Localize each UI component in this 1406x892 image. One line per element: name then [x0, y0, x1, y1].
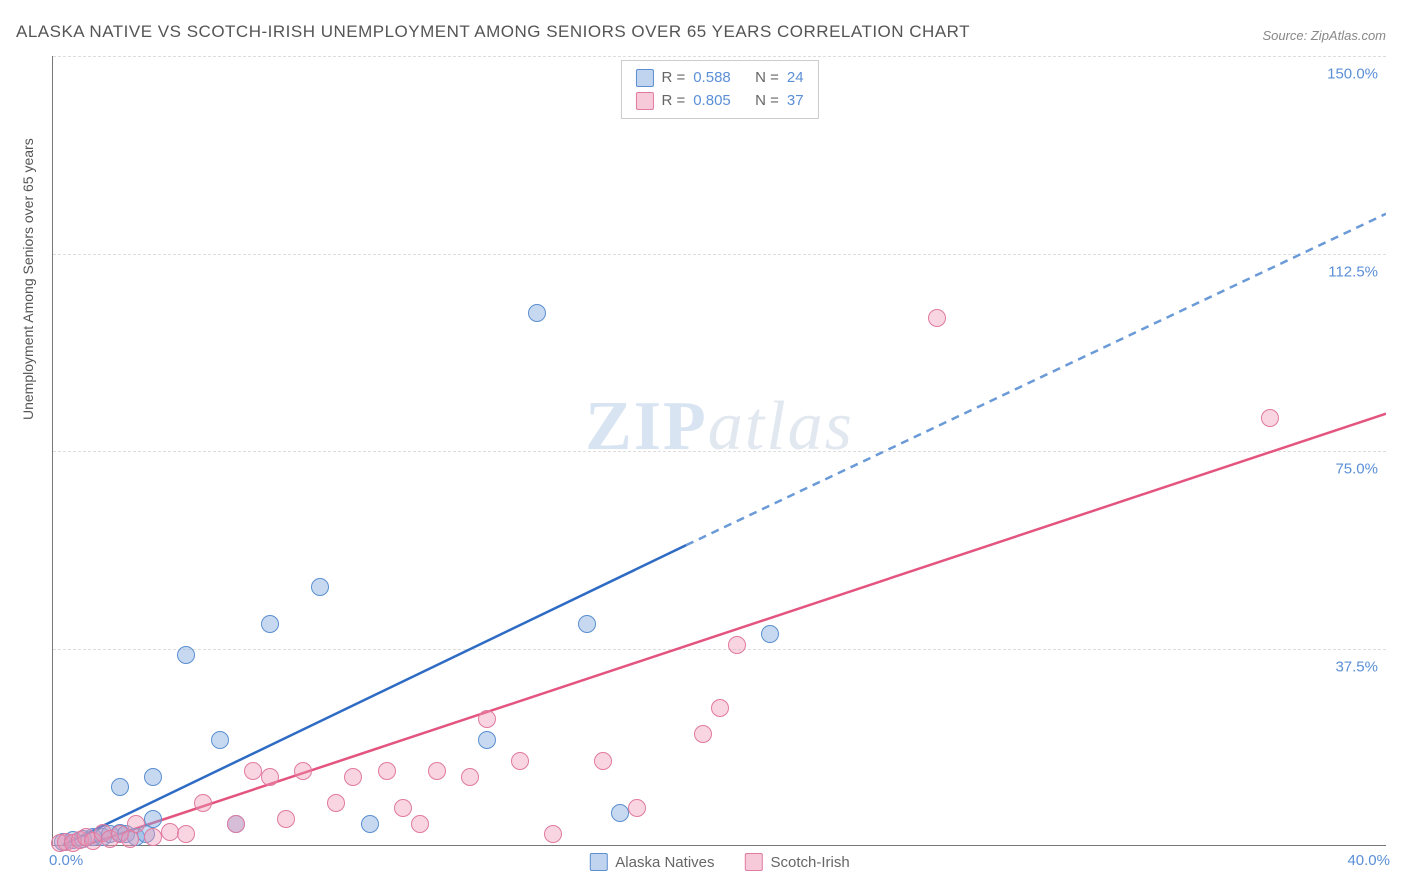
y-tick-label: 150.0% [1327, 66, 1378, 83]
gridline [53, 451, 1386, 452]
scatter-point [528, 304, 546, 322]
source-label: Source: ZipAtlas.com [1262, 28, 1386, 43]
n-value-b: 37 [787, 90, 804, 113]
r-value-a: 0.588 [693, 67, 731, 90]
scatter-point [428, 762, 446, 780]
correlation-legend-box: R = 0.588 N = 24 R = 0.805 N = 37 [620, 60, 818, 119]
scatter-point [694, 725, 712, 743]
y-tick-label: 37.5% [1335, 658, 1378, 675]
scatter-point [177, 825, 195, 843]
watermark-atlas: atlas [708, 388, 854, 465]
scatter-point [177, 646, 195, 664]
scatter-point [728, 636, 746, 654]
scatter-point [144, 810, 162, 828]
scatter-point [1261, 409, 1279, 427]
scatter-point [277, 810, 295, 828]
scatter-point [194, 794, 212, 812]
gridline [53, 649, 1386, 650]
scatter-point [261, 615, 279, 633]
legend-item-scotch: Scotch-Irish [745, 853, 850, 871]
y-tick-label: 112.5% [1328, 263, 1378, 280]
x-tick-min: 0.0% [49, 852, 83, 869]
n-label: N = [755, 67, 779, 90]
scatter-point [144, 828, 162, 846]
scatter-point [344, 768, 362, 786]
r-value-b: 0.805 [693, 90, 731, 113]
scatter-point [244, 762, 262, 780]
gridline [53, 56, 1386, 57]
scatter-point [511, 752, 529, 770]
watermark-zip: ZIP [585, 388, 708, 465]
legend-label-scotch: Scotch-Irish [771, 854, 850, 871]
scatter-point [211, 731, 229, 749]
scatter-point [761, 625, 779, 643]
chart-title: ALASKA NATIVE VS SCOTCH-IRISH UNEMPLOYME… [16, 22, 970, 42]
scatter-point [711, 699, 729, 717]
r-label: R = [661, 67, 685, 90]
y-tick-label: 75.0% [1335, 461, 1378, 478]
n-value-a: 24 [787, 67, 804, 90]
watermark: ZIPatlas [585, 387, 854, 467]
legend-label-alaska: Alaska Natives [615, 854, 714, 871]
scatter-point [227, 815, 245, 833]
r-label: R = [661, 90, 685, 113]
scatter-point [261, 768, 279, 786]
scatter-point [461, 768, 479, 786]
scatter-point [144, 768, 162, 786]
scatter-point [928, 309, 946, 327]
scatter-point [411, 815, 429, 833]
scatter-point [478, 710, 496, 728]
gridline [53, 254, 1386, 255]
scatter-point [361, 815, 379, 833]
corr-row-a: R = 0.588 N = 24 [635, 67, 803, 90]
scatter-point [311, 578, 329, 596]
legend-swatch-alaska-icon [589, 853, 607, 871]
legend-item-alaska: Alaska Natives [589, 853, 714, 871]
scatter-point [628, 799, 646, 817]
scatter-point [161, 823, 179, 841]
scatter-point [394, 799, 412, 817]
chart-plot-area: ZIPatlas 37.5% 75.0% 112.5% 150.0% R = 0.58… [52, 56, 1386, 846]
scatter-point [111, 778, 129, 796]
y-axis-label: Unemployment Among Seniors over 65 years [20, 138, 36, 420]
scatter-point [478, 731, 496, 749]
scatter-point [611, 804, 629, 822]
scatter-point [594, 752, 612, 770]
scatter-point [327, 794, 345, 812]
swatch-alaska-icon [635, 69, 653, 87]
x-tick-max: 40.0% [1347, 852, 1390, 869]
scatter-point [578, 615, 596, 633]
swatch-scotch-icon [635, 92, 653, 110]
scatter-point [127, 815, 145, 833]
scatter-point [544, 825, 562, 843]
series-legend: Alaska Natives Scotch-Irish [589, 853, 849, 871]
n-label: N = [755, 90, 779, 113]
legend-swatch-scotch-icon [745, 853, 763, 871]
scatter-point [378, 762, 396, 780]
corr-row-b: R = 0.805 N = 37 [635, 90, 803, 113]
scatter-point [294, 762, 312, 780]
